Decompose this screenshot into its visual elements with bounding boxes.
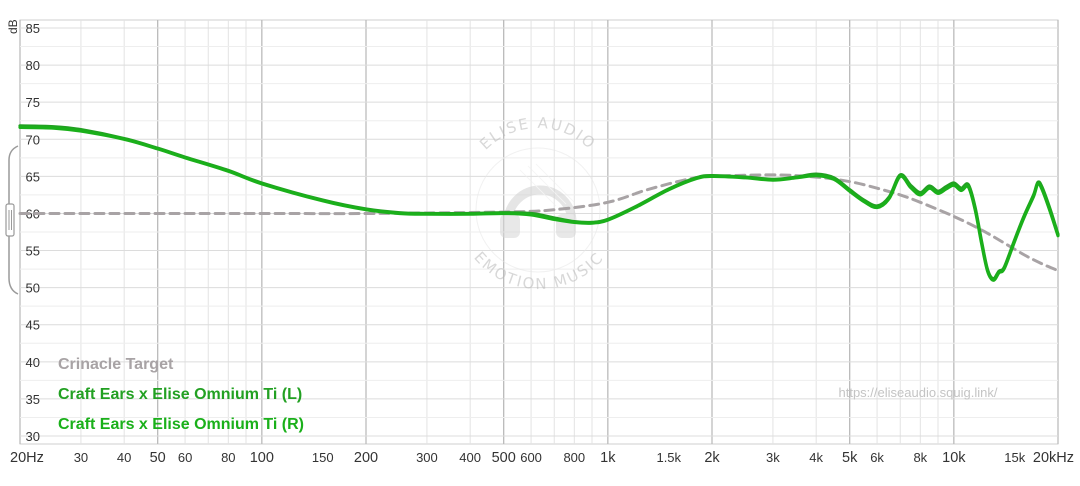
right-channel-curve <box>18 125 1060 282</box>
y-tick-label: 35 <box>26 392 40 407</box>
drag-handle[interactable] <box>5 145 19 295</box>
x-tick-label: 80 <box>221 450 235 465</box>
y-tick-label: 60 <box>26 206 40 221</box>
x-tick-label: 500 <box>492 450 516 466</box>
y-tick-label: 50 <box>26 281 40 296</box>
x-axis-ticks: 20Hz 30 40 50 60 80 100 150 200 300 400 500 600 800 1k… <box>10 450 1074 466</box>
x-tick-label: 3k <box>766 450 780 465</box>
x-tick-label: 30 <box>74 450 88 465</box>
x-tick-label: 1.5k <box>656 450 681 465</box>
x-tick-label: 2k <box>704 450 720 466</box>
x-tick-label: 6k <box>870 450 884 465</box>
y-axis-ticks: 30 35 40 45 50 55 60 65 70 75 80 85 <box>26 21 40 444</box>
y-tick-label: 40 <box>26 355 40 370</box>
x-tick-label: 20kHz <box>1033 450 1074 466</box>
legend-item-right[interactable]: Craft Ears x Elise Omnium Ti (R) <box>58 416 304 433</box>
x-tick-label: 200 <box>354 450 378 466</box>
x-tick-label: 100 <box>250 450 274 466</box>
legend: Crinacle Target Craft Ears x Elise Omnium… <box>58 356 304 433</box>
watermark-url: https://eliseaudio.squig.link/ <box>839 385 998 400</box>
x-tick-label: 15k <box>1004 450 1025 465</box>
legend-item-target[interactable]: Crinacle Target <box>58 356 174 373</box>
y-tick-label: 55 <box>26 244 40 259</box>
y-tick-label: 85 <box>26 21 40 36</box>
legend-item-left[interactable]: Craft Ears x Elise Omnium Ti (L) <box>58 386 302 403</box>
y-tick-label: 45 <box>26 318 40 333</box>
x-tick-label: 400 <box>459 450 481 465</box>
y-tick-label: 75 <box>26 95 40 110</box>
x-tick-label: 40 <box>117 450 131 465</box>
x-tick-label: 600 <box>520 450 542 465</box>
x-tick-label: 10k <box>942 450 966 466</box>
x-tick-label: 60 <box>178 450 192 465</box>
x-tick-label: 1k <box>600 450 616 466</box>
x-tick-label: 8k <box>913 450 927 465</box>
y-tick-label: 80 <box>26 58 40 73</box>
x-tick-label: 20Hz <box>10 450 44 466</box>
grid-lines <box>19 20 1059 444</box>
x-tick-label: 150 <box>312 450 334 465</box>
x-tick-label: 5k <box>842 450 858 466</box>
x-tick-label: 300 <box>416 450 438 465</box>
y-tick-label: 65 <box>26 169 40 184</box>
y-axis-label: dB <box>6 19 20 34</box>
curves <box>18 124 1060 282</box>
x-tick-label: 4k <box>809 450 823 465</box>
x-tick-label: 50 <box>150 450 166 466</box>
x-tick-label: 800 <box>563 450 585 465</box>
y-tick-label: 70 <box>26 132 40 147</box>
y-tick-label: 30 <box>26 429 40 444</box>
